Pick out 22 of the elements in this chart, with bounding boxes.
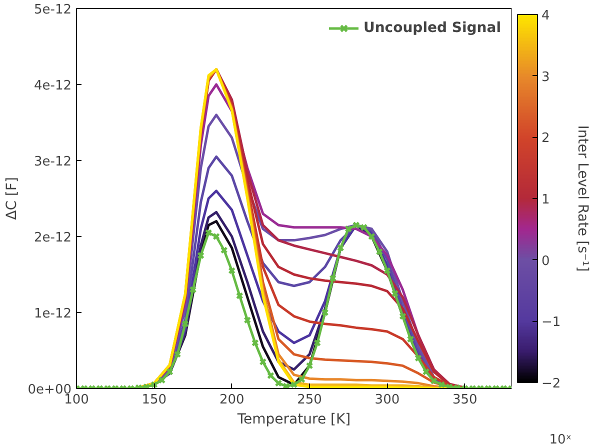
y-axis-title: ΔC [F] xyxy=(4,177,20,220)
color-bar-label: 3 xyxy=(542,70,550,85)
x-tick-label: 350 xyxy=(452,392,478,408)
x-axis-title: Temperature [K] xyxy=(236,412,351,428)
color-bar-label: 1 xyxy=(542,192,550,208)
x-tick-label: 200 xyxy=(219,392,244,408)
color-bar-label: 2 xyxy=(542,131,550,146)
color-bar-label: 0 xyxy=(542,254,550,269)
legend-label: Uncoupled Signal xyxy=(363,20,501,36)
x-tick-label: 150 xyxy=(142,392,167,408)
color-bar-label: −1 xyxy=(542,315,561,330)
text: 10ˣ xyxy=(549,432,572,447)
color-bar-label: −2 xyxy=(542,376,561,392)
y-tick-label: 5e-12 xyxy=(34,2,72,18)
x-tick-label: 300 xyxy=(374,392,400,408)
x-tick-label: 250 xyxy=(297,392,322,408)
color-bar-title: Inter Level Rate [s⁻¹] xyxy=(574,125,590,272)
y-tick-label: 4e-12 xyxy=(34,78,72,94)
y-tick-label: 1e-12 xyxy=(34,306,72,322)
y-tick-label: 3e-12 xyxy=(34,154,72,170)
color-bar-label: 4 xyxy=(542,8,550,24)
y-tick-label: 2e-12 xyxy=(34,230,72,246)
